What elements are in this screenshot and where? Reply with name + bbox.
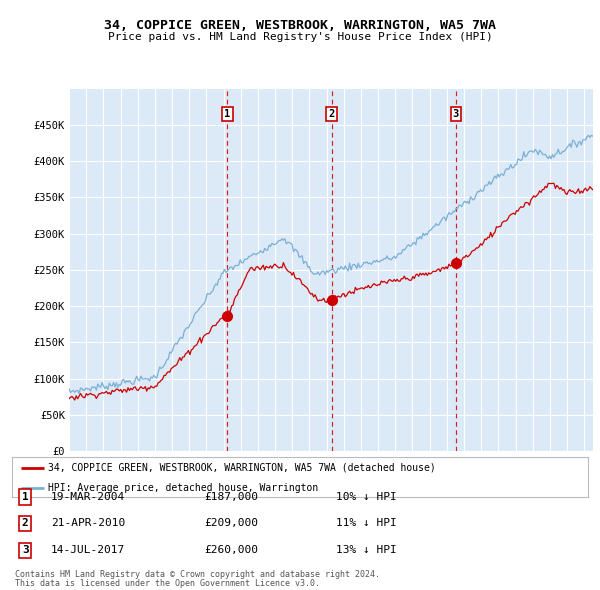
Text: 11% ↓ HPI: 11% ↓ HPI: [336, 519, 397, 528]
Text: £209,000: £209,000: [204, 519, 258, 528]
Text: HPI: Average price, detached house, Warrington: HPI: Average price, detached house, Warr…: [48, 483, 319, 493]
Text: 34, COPPICE GREEN, WESTBROOK, WARRINGTON, WA5 7WA (detached house): 34, COPPICE GREEN, WESTBROOK, WARRINGTON…: [48, 463, 436, 473]
Text: 3: 3: [22, 546, 29, 555]
Text: 1: 1: [22, 492, 29, 502]
Text: This data is licensed under the Open Government Licence v3.0.: This data is licensed under the Open Gov…: [15, 579, 320, 588]
Text: £187,000: £187,000: [204, 492, 258, 502]
Text: 14-JUL-2017: 14-JUL-2017: [51, 546, 125, 555]
Text: 1: 1: [224, 109, 230, 119]
Text: 21-APR-2010: 21-APR-2010: [51, 519, 125, 528]
Text: 3: 3: [453, 109, 459, 119]
Text: Price paid vs. HM Land Registry's House Price Index (HPI): Price paid vs. HM Land Registry's House …: [107, 32, 493, 42]
Text: 34, COPPICE GREEN, WESTBROOK, WARRINGTON, WA5 7WA: 34, COPPICE GREEN, WESTBROOK, WARRINGTON…: [104, 19, 496, 32]
Text: £260,000: £260,000: [204, 546, 258, 555]
Text: Contains HM Land Registry data © Crown copyright and database right 2024.: Contains HM Land Registry data © Crown c…: [15, 570, 380, 579]
Text: 19-MAR-2004: 19-MAR-2004: [51, 492, 125, 502]
Text: 13% ↓ HPI: 13% ↓ HPI: [336, 546, 397, 555]
Text: 2: 2: [329, 109, 335, 119]
Text: 2: 2: [22, 519, 29, 528]
Text: 10% ↓ HPI: 10% ↓ HPI: [336, 492, 397, 502]
